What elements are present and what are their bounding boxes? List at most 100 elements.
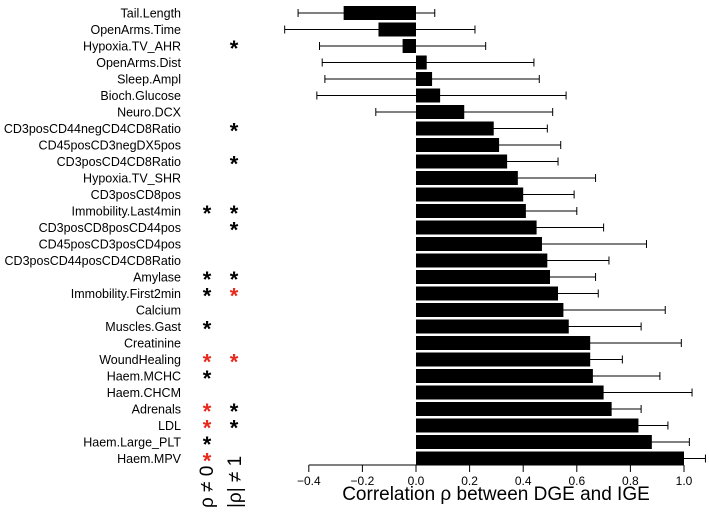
significance-star-sig2: * — [230, 350, 239, 375]
category-label: CD3posCD44negCD4CD8Ratio — [4, 122, 181, 136]
category-label: Creatinine — [124, 337, 181, 351]
category-label: WoundHealing — [99, 353, 181, 367]
category-label: LDL — [158, 419, 181, 433]
category-label: Haem.MCHC — [107, 370, 181, 384]
bar-Haem.MPV — [416, 451, 684, 466]
error-bars-layer — [284, 9, 706, 463]
error-bar-CD3posCD8pos — [471, 190, 575, 199]
category-label: CD45posCD3negDX5pos — [39, 139, 181, 153]
category-label: Immobility.Last4min — [71, 205, 181, 219]
significance-star-sig2: * — [230, 267, 239, 292]
category-label: CD3posCD4CD8Ratio — [57, 155, 181, 169]
significance-stars-layer: **** *** ** *** *** ** *** — [203, 36, 239, 474]
x-tick-label: 0.0 — [408, 474, 425, 488]
significance-star-sig1: * — [203, 317, 212, 342]
error-bar-OpenArms.Time — [284, 25, 476, 34]
bar-Haem.MCHC — [416, 369, 593, 383]
category-label: Bioch.Glucose — [100, 89, 181, 103]
error-bar-Immobility.First2min — [517, 289, 599, 298]
category-label: Neuro.DCX — [117, 106, 182, 120]
error-bar-Neuro.DCX — [375, 108, 554, 116]
bar-WoundHealing — [416, 352, 591, 367]
error-bar-Sleep.Ampl — [324, 75, 540, 83]
significance-star-sig1: * — [203, 432, 212, 457]
error-bar-WoundHealing — [557, 355, 623, 364]
sig-column-rho-ne-0-label: ρ ≠ 0 — [197, 466, 218, 508]
significance-star-sig1: * — [203, 399, 212, 424]
x-tick-label: 0.4 — [515, 474, 532, 488]
error-bar-Haem.MPV — [659, 454, 706, 463]
error-bar-Bioch.Glucose — [316, 91, 567, 100]
category-label: Amylase — [133, 271, 181, 285]
significance-star-sig2: * — [230, 399, 239, 424]
significance-star-sig1: * — [203, 284, 212, 309]
category-label: Calcium — [136, 304, 181, 318]
bar-Haem.Large_PLT — [416, 435, 652, 449]
significance-star-sig1: * — [203, 366, 212, 391]
error-bar-Creatinine — [498, 339, 682, 347]
bar-CD3posCD8pos — [416, 187, 524, 202]
x-tick-label: 0.2 — [461, 474, 478, 488]
error-bar-Immobility.Last4min — [477, 207, 578, 215]
x-axis: −0.4 −0.2 0.0 0.2 0.4 0.6 0.8 1.0 — [297, 464, 693, 488]
category-label: OpenArms.Dist — [96, 56, 181, 70]
category-label: Sleep.Ampl — [117, 73, 181, 87]
error-bar-CD3posCD8posCD44pos — [471, 223, 605, 232]
error-bar-Amylase — [503, 273, 597, 281]
significance-star-sig1: * — [203, 201, 212, 226]
category-label: CD3posCD44posCD4CD8Ratio — [5, 254, 182, 268]
bar-Amylase — [416, 270, 550, 284]
error-bar-CD45posCD3negDX5pos — [436, 141, 562, 149]
bar-Immobility.Last4min — [416, 204, 526, 218]
category-label: CD3posCD8posCD44pos — [39, 221, 181, 235]
category-label: Immobility.First2min — [71, 287, 181, 301]
category-label: Haem.CHCM — [107, 386, 181, 400]
significance-star-sig2: * — [230, 416, 239, 441]
error-bar-Calcium — [461, 306, 666, 314]
significance-star-sig2: * — [230, 284, 239, 309]
category-label: OpenArms.Time — [90, 23, 181, 37]
significance-star-sig1: * — [203, 449, 212, 474]
error-bar-Adrenals — [578, 405, 642, 413]
error-bar-CD3posCD44negCD4CD8Ratio — [442, 124, 548, 133]
significance-star-sig2: * — [230, 201, 239, 226]
error-bar-Haem.MCHC — [525, 372, 661, 380]
bar-Immobility.First2min — [416, 286, 559, 301]
error-bar-Hypoxia.TV_AHR — [319, 42, 487, 50]
bars-layer — [343, 6, 684, 466]
error-bar-CD45posCD3posCD4pos — [439, 240, 647, 248]
x-tick-label: 0.8 — [622, 474, 639, 488]
x-tick-label: 0.6 — [568, 474, 585, 488]
significance-star-sig2: * — [230, 152, 239, 177]
significance-star-sig2: * — [230, 218, 239, 243]
sig-column-abs-rho-ne-1-label: |ρ| ≠ 1 — [225, 456, 246, 508]
significance-star-sig2: * — [230, 36, 239, 61]
x-tick-label: −0.2 — [351, 474, 375, 488]
error-bar-CD3posCD4CD8Ratio — [458, 157, 559, 166]
category-label: Tail.Length — [121, 7, 182, 21]
significance-star-sig1: * — [203, 350, 212, 375]
significance-star-sig1: * — [203, 416, 212, 441]
category-label: Haem.MPV — [117, 452, 182, 466]
x-tick-label: 1.0 — [676, 474, 693, 488]
category-label: Muscles.Gast — [105, 320, 181, 334]
category-label: CD45posCD3posCD4pos — [39, 238, 181, 252]
category-label: Haem.Large_PLT — [83, 436, 181, 450]
error-bar-CD3posCD44posCD4CD8Ratio — [485, 256, 610, 265]
bar-LDL — [416, 418, 639, 433]
significance-star-sig1: * — [203, 267, 212, 292]
error-bar-Muscles.Gast — [495, 322, 642, 331]
category-label: Adrenals — [132, 403, 181, 417]
bar-Adrenals — [416, 402, 612, 416]
category-label: Hypoxia.TV_AHR — [83, 40, 181, 54]
error-bar-OpenArms.Dist — [321, 58, 535, 67]
error-bar-Hypoxia.TV_SHR — [442, 174, 597, 182]
x-axis-label: Correlation ρ between DGE and IGE — [342, 484, 650, 505]
bar-CD3posCD44posCD4CD8Ratio — [416, 253, 548, 268]
bar-Muscles.Gast — [416, 319, 569, 334]
significance-star-sig2: * — [230, 119, 239, 144]
category-label: CD3posCD8pos — [91, 188, 181, 202]
error-bar-Haem.Large_PLT — [611, 438, 690, 446]
category-label: Hypoxia.TV_SHR — [83, 172, 181, 186]
